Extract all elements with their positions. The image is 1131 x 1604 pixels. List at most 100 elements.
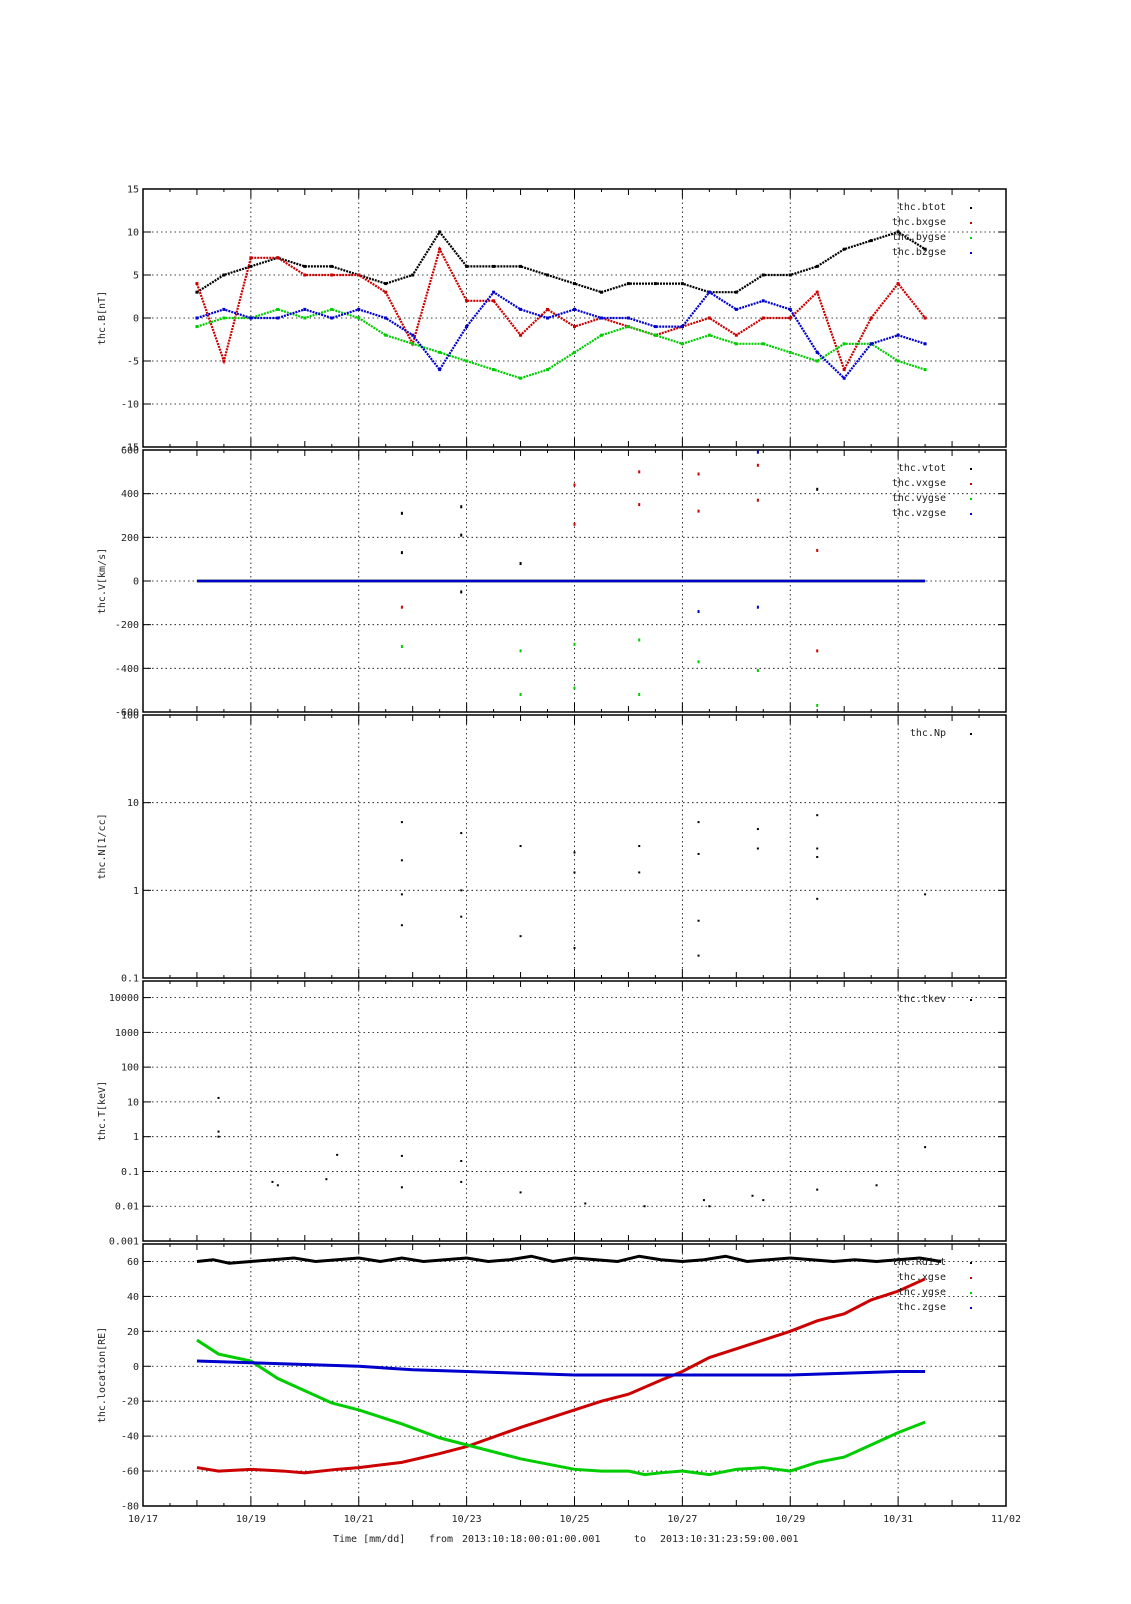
data-point <box>400 893 403 896</box>
plot-frame <box>142 188 1007 448</box>
data-point <box>384 316 388 320</box>
series-line <box>196 308 926 380</box>
data-point <box>816 548 819 552</box>
y-axis-label: thc.T[keV] <box>97 1081 108 1141</box>
x-tick-label: 11/02 <box>991 1514 1021 1525</box>
legend-label: thc.vzgse <box>892 508 946 519</box>
data-point <box>438 247 442 251</box>
series-line <box>196 1338 926 1477</box>
data-point <box>923 368 927 372</box>
legend-label: thc.tkev <box>898 994 946 1005</box>
data-point <box>217 1130 220 1133</box>
data-point <box>842 247 846 251</box>
data-point <box>303 264 307 268</box>
legend-marker <box>970 483 972 485</box>
legend-marker <box>970 498 972 500</box>
y-tick-label: -10 <box>121 400 139 411</box>
data-point <box>330 316 334 320</box>
series-thc-Rdist <box>196 1254 942 1265</box>
data-point <box>638 503 641 507</box>
data-point <box>896 282 900 286</box>
data-point <box>492 264 496 268</box>
data-point <box>734 290 738 294</box>
x-axis-to-value: 2013:10:31:23:59:00.001 <box>660 1534 798 1545</box>
data-point <box>519 935 522 938</box>
data-point <box>816 703 819 707</box>
y-tick-label: 0 <box>133 314 139 325</box>
y-tick-label: -600 <box>115 708 139 719</box>
y-tick-label: 60 <box>127 1257 139 1268</box>
data-point <box>271 1180 274 1183</box>
data-point <box>626 316 630 320</box>
y-axis-label: thc.location[RE] <box>97 1327 108 1423</box>
data-point <box>519 333 523 337</box>
y-tick-label: 200 <box>121 533 139 544</box>
data-point <box>400 1186 403 1189</box>
data-point <box>519 1191 522 1194</box>
data-point <box>249 264 253 268</box>
data-point <box>546 273 550 277</box>
data-point <box>465 299 469 303</box>
plot-frame <box>142 1243 1007 1507</box>
data-point <box>465 325 469 329</box>
series-line <box>195 246 926 373</box>
y-tick-label: 100 <box>121 711 139 722</box>
data-point <box>384 290 388 294</box>
series-thc-zgse <box>196 1359 926 1377</box>
data-point <box>249 316 253 320</box>
data-point <box>573 871 576 874</box>
x-axis-from-label: from <box>429 1534 453 1545</box>
y-tick-label: 0.1 <box>121 1167 139 1178</box>
data-point <box>384 333 388 337</box>
data-point <box>195 290 199 294</box>
series-line <box>196 1277 926 1475</box>
legend-label: thc.bygse <box>892 232 946 243</box>
data-point <box>816 649 819 653</box>
data-point <box>222 273 226 277</box>
data-point <box>573 282 576 286</box>
y-tick-label: 10 <box>127 798 139 809</box>
data-point <box>788 350 792 354</box>
data-point <box>400 859 403 862</box>
data-point <box>357 273 361 277</box>
legend-label: thc.vygse <box>892 493 946 504</box>
data-point <box>460 1159 463 1162</box>
series-thc-btot <box>195 230 927 294</box>
data-point <box>816 847 819 850</box>
data-point <box>519 845 522 848</box>
legend-marker <box>970 252 972 254</box>
panel-5: -80 -60 -40 -20 0 20 40 60 thc.location[RE] thc.R… <box>97 1243 1007 1513</box>
y-tick-label: 0.001 <box>109 1237 139 1248</box>
data-point <box>923 316 927 320</box>
data-point <box>303 316 307 320</box>
legend-label: thc.Np <box>910 728 946 739</box>
data-point <box>438 350 442 354</box>
data-point <box>816 814 819 817</box>
y-tick-label: 10 <box>127 228 139 239</box>
data-point <box>492 299 496 303</box>
data-point <box>573 522 576 526</box>
data-point <box>680 325 684 329</box>
data-point <box>653 282 657 286</box>
data-point <box>217 1135 220 1138</box>
x-tick-label: 10/17 <box>128 1514 158 1525</box>
data-point <box>896 230 900 234</box>
data-point <box>519 264 523 268</box>
legend: thc.tkev <box>898 994 972 1005</box>
data-point <box>756 669 759 673</box>
data-point <box>697 610 700 614</box>
legend-label: thc.xgse <box>898 1272 946 1283</box>
data-point <box>222 316 226 320</box>
data-point <box>438 230 442 234</box>
data-point <box>384 282 388 286</box>
y-tick-label: 1000 <box>115 1028 139 1039</box>
data-point <box>573 325 576 329</box>
data-point <box>276 256 280 260</box>
series-thc-bzgse <box>195 290 927 380</box>
data-point <box>761 273 765 277</box>
data-point <box>638 871 641 874</box>
data-point <box>643 1205 646 1208</box>
data-point <box>869 239 873 243</box>
data-point <box>815 350 819 354</box>
